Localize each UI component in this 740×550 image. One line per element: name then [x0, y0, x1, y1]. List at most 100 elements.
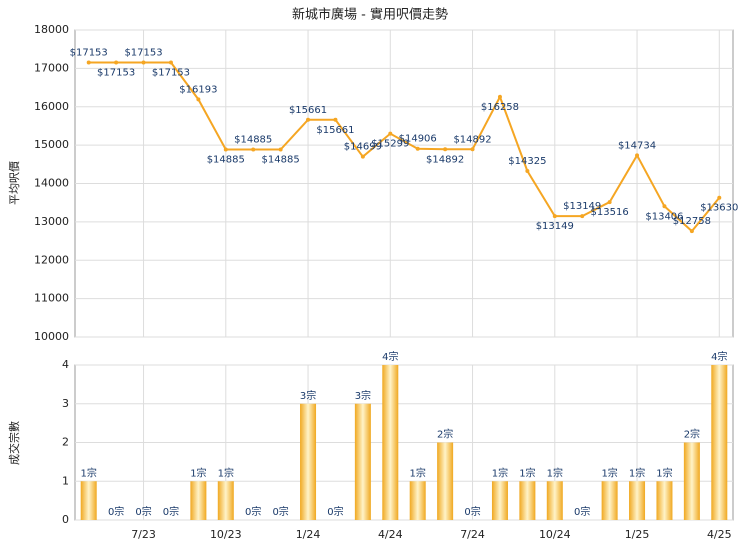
data-label: 2宗 [684, 428, 700, 441]
x-tick-label: 7/24 [460, 528, 485, 541]
point [443, 147, 448, 152]
y-tick-label: 2 [62, 436, 69, 449]
data-label: $13406 [645, 211, 683, 222]
x-tick-label: 1/25 [625, 528, 650, 541]
data-label: 1宗 [629, 466, 645, 479]
data-label: 4宗 [711, 350, 727, 363]
data-label: $14325 [508, 156, 546, 167]
y-axis-label: 平均呎價 [7, 161, 21, 205]
point [114, 60, 119, 65]
chart-title: 新城市廣場 - 實用呎價走勢 [292, 7, 448, 23]
data-label: $16258 [481, 102, 519, 113]
point [196, 97, 201, 102]
data-label: $13630 [700, 203, 738, 214]
data-label: $13149 [536, 221, 574, 232]
y-axis-label: 成交宗數 [7, 421, 21, 465]
data-label: $17153 [70, 48, 108, 59]
x-tick-label: 4/25 [707, 528, 732, 541]
data-label: $15299 [371, 139, 409, 150]
point [497, 94, 502, 99]
data-label: 0宗 [327, 505, 343, 518]
data-label: $15661 [316, 125, 354, 136]
bar [656, 481, 673, 520]
point [86, 60, 91, 65]
data-label: 1宗 [656, 466, 672, 479]
data-label: 0宗 [135, 505, 151, 518]
point [635, 153, 640, 158]
data-label: $17153 [152, 68, 190, 79]
data-label: $14885 [262, 155, 300, 166]
y-tick-label: 1 [62, 474, 69, 487]
y-tick-label: 17000 [34, 61, 69, 74]
data-label: $15661 [289, 105, 327, 116]
point [717, 195, 722, 200]
data-label: 1宗 [218, 466, 234, 479]
point [168, 60, 173, 65]
y-tick-label: 14000 [34, 177, 69, 190]
data-label: 1宗 [601, 466, 617, 479]
data-label: $16193 [179, 84, 217, 95]
data-label: $12758 [673, 216, 711, 227]
y-tick-label: 11000 [34, 292, 69, 305]
bar [190, 481, 207, 520]
point [141, 60, 146, 65]
y-tick-label: 16000 [34, 100, 69, 113]
point [470, 147, 475, 152]
bar [437, 442, 454, 520]
data-label: $14734 [618, 140, 656, 151]
bar [382, 365, 399, 520]
data-label: 0宗 [163, 505, 179, 518]
point [580, 214, 585, 219]
data-label: 0宗 [574, 505, 590, 518]
bar [300, 403, 317, 520]
data-label: 1宗 [547, 466, 563, 479]
data-label: 1宗 [492, 466, 508, 479]
point [388, 131, 393, 136]
point [223, 147, 228, 152]
bar [354, 403, 371, 520]
data-label: 3宗 [355, 389, 371, 402]
point [552, 214, 557, 219]
data-label: 1宗 [81, 466, 97, 479]
data-label: 0宗 [108, 505, 124, 518]
x-tick-label: 10/24 [539, 528, 571, 541]
data-label: 4宗 [382, 350, 398, 363]
data-label: $14906 [399, 134, 437, 145]
point [662, 204, 667, 209]
bar [409, 481, 426, 520]
bar [217, 481, 234, 520]
bar [80, 481, 97, 520]
bar [629, 481, 646, 520]
point [689, 229, 694, 234]
data-label: $13149 [563, 201, 601, 212]
data-label: 1宗 [519, 466, 535, 479]
x-tick-label: 4/24 [378, 528, 403, 541]
data-label: 0宗 [245, 505, 261, 518]
point [251, 147, 256, 152]
bar [519, 481, 536, 520]
y-tick-label: 12000 [34, 253, 69, 266]
point [306, 117, 311, 122]
line [88, 61, 721, 233]
bar [491, 481, 508, 520]
data-label: 0宗 [464, 505, 480, 518]
bar [711, 365, 728, 520]
data-label: $13516 [591, 207, 629, 218]
point [360, 154, 365, 159]
y-tick-label: 0 [62, 513, 69, 526]
point [415, 146, 420, 151]
point [525, 169, 530, 174]
data-label: $14885 [234, 135, 272, 146]
point [607, 200, 612, 205]
bar [683, 442, 700, 520]
data-label: $17153 [124, 48, 162, 59]
x-tick-label: 1/24 [296, 528, 321, 541]
data-label: 1宗 [190, 466, 206, 479]
data-label: $17153 [97, 68, 135, 79]
y-tick-label: 3 [62, 397, 69, 410]
data-label: 0宗 [272, 505, 288, 518]
y-tick-label: 13000 [34, 215, 69, 228]
y-tick-label: 4 [62, 358, 69, 371]
point [278, 147, 283, 152]
